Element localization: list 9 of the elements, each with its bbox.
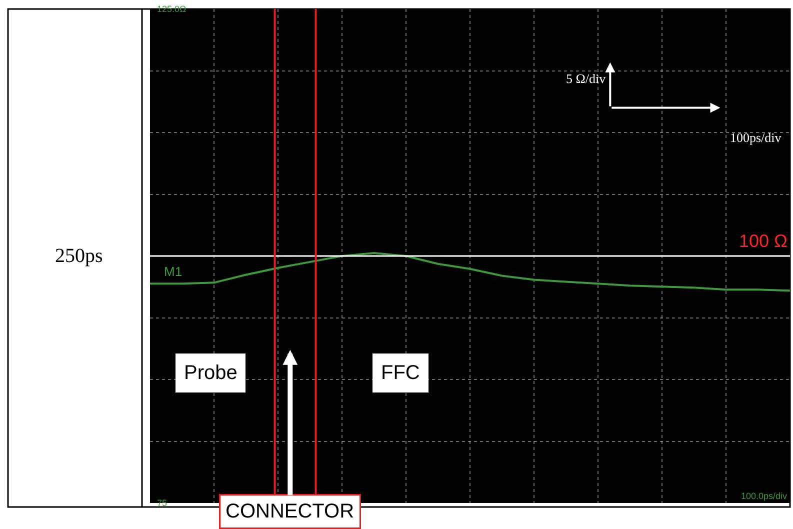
series-label: M1 (164, 264, 182, 279)
annotation: 100.0ps/div (741, 491, 788, 501)
annotation: 100ps/div (730, 130, 782, 145)
annotation: 5 Ω/div (566, 71, 606, 86)
annotation: CONNECTOR (226, 500, 354, 522)
annotation: FFC (381, 362, 420, 384)
ref-line-label: 100 Ω (739, 231, 788, 251)
annotation: Probe (184, 362, 238, 384)
text: 250ps (55, 245, 103, 267)
